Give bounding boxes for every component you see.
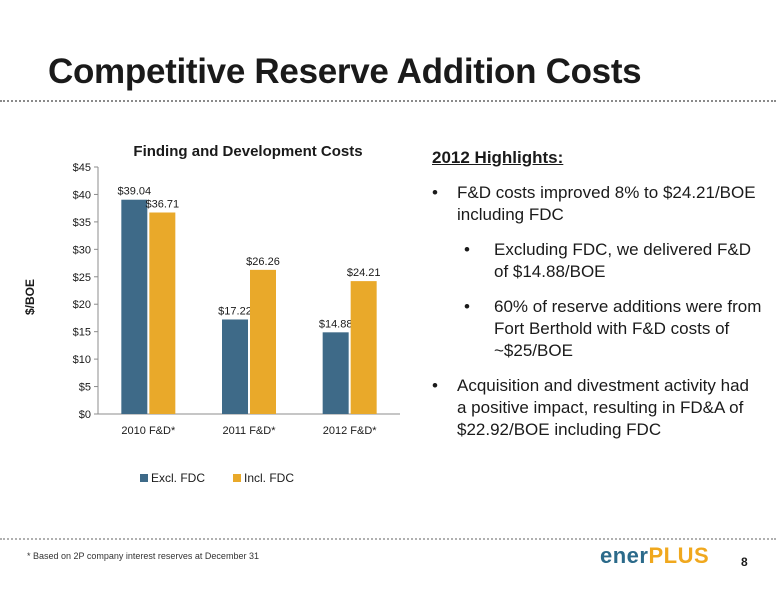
y-tick-label: $0 <box>79 409 91 421</box>
page-number: 8 <box>741 555 748 569</box>
data-label: $14.88 <box>319 318 353 330</box>
slide-title: Competitive Reserve Addition Costs <box>48 52 642 91</box>
chart-title: Finding and Development Costs <box>133 143 363 160</box>
y-tick-label: $20 <box>73 299 91 311</box>
highlight-text: Acquisition and divestment activity had … <box>457 376 749 439</box>
highlight-text: 60% of reserve additions were from Fort … <box>494 297 762 360</box>
data-label: $17.22 <box>218 305 252 317</box>
logo-text-plus: PLUS <box>648 543 710 568</box>
bar-incl-fdc <box>149 212 176 414</box>
highlight-bullet: • F&D costs improved 8% to $24.21/BOE in… <box>432 182 762 226</box>
y-tick-label: $15 <box>73 327 91 339</box>
data-label: $24.21 <box>347 267 381 279</box>
y-tick-label: $30 <box>73 244 91 256</box>
data-label: $26.26 <box>246 256 280 268</box>
footer-divider <box>0 538 776 540</box>
x-tick-label: 2012 F&D* <box>323 425 378 437</box>
highlight-bullet: • Acquisition and divestment activity ha… <box>432 375 762 441</box>
y-tick-label: $10 <box>73 354 91 366</box>
data-label: $39.04 <box>118 186 152 198</box>
legend-item-incl-fdc: Incl. FDC <box>233 471 294 485</box>
logo-text-ener: ener <box>600 543 649 568</box>
highlights-panel: 2012 Highlights: • F&D costs improved 8%… <box>432 148 762 454</box>
x-tick-label: 2010 F&D* <box>121 425 176 437</box>
bullet-dot: • <box>432 183 438 202</box>
legend-item-excl-fdc: Excl. FDC <box>140 471 205 485</box>
legend-swatch-incl-fdc <box>233 474 241 482</box>
bar-excl-fdc <box>322 332 349 414</box>
legend-label-incl-fdc: Incl. FDC <box>244 471 295 485</box>
title-divider <box>0 100 776 102</box>
bullet-dot: • <box>432 376 438 395</box>
legend-label-excl-fdc: Excl. FDC <box>151 471 205 485</box>
y-tick-label: $5 <box>79 382 91 394</box>
highlight-text: F&D costs improved 8% to $24.21/BOE incl… <box>457 183 756 224</box>
data-label: $36.71 <box>146 199 180 211</box>
y-tick-label: $25 <box>73 272 91 284</box>
bullet-dot: • <box>464 240 470 259</box>
highlights-heading: 2012 Highlights: <box>432 148 564 167</box>
footnote: * Based on 2P company interest reserves … <box>27 551 259 561</box>
bar-excl-fdc <box>121 199 148 414</box>
highlight-text: Excluding FDC, we delivered F&D of $14.8… <box>494 240 751 281</box>
bar-excl-fdc <box>222 319 248 414</box>
legend-swatch-excl-fdc <box>140 474 148 482</box>
y-tick-label: $40 <box>73 189 91 201</box>
company-logo: enerPLUS <box>600 543 709 569</box>
x-tick-label: 2011 F&D* <box>223 425 277 437</box>
bullet-dot: • <box>464 297 470 316</box>
chart-legend: Excl. FDC Incl. FDC <box>140 471 294 485</box>
highlight-sub-bullet: • Excluding FDC, we delivered F&D of $14… <box>432 239 762 283</box>
bar-incl-fdc <box>250 269 276 414</box>
y-tick-label: $45 <box>73 162 91 174</box>
y-tick-label: $35 <box>73 217 91 229</box>
highlight-sub-bullet: • 60% of reserve additions were from For… <box>432 296 762 362</box>
bar-incl-fdc <box>350 281 377 414</box>
